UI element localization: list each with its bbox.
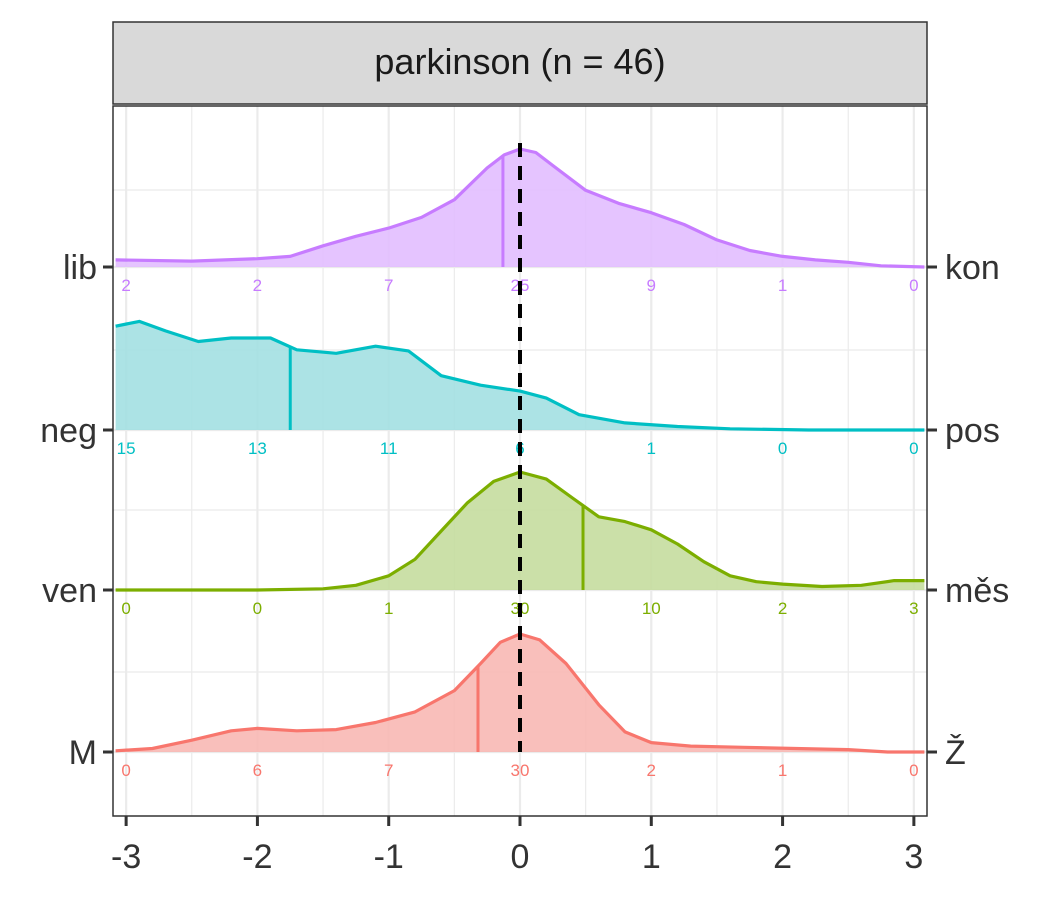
left-axis-label: ven <box>42 572 97 610</box>
count-label: 30 <box>511 761 530 780</box>
left-axis-label: lib <box>63 249 97 287</box>
x-tick-label: -2 <box>242 838 272 876</box>
facet-strip-title: parkinson (n = 46) <box>374 41 665 82</box>
density-line <box>115 147 925 269</box>
count-label: 0 <box>121 761 130 780</box>
facet-strip-background <box>112 21 928 105</box>
density-area <box>115 321 925 430</box>
facet-strip: parkinson (n = 46) <box>112 21 928 105</box>
count-label: 2 <box>778 599 787 618</box>
axes: lib kon neg pos ven měs M Ž -3 -2 -1 0 1 2 3 <box>40 249 1009 876</box>
right-axis-label: Ž <box>945 734 966 772</box>
count-label: 13 <box>248 439 267 458</box>
x-tick-label: 0 <box>511 838 530 876</box>
count-label: 7 <box>384 276 393 295</box>
count-label: 1 <box>778 276 787 295</box>
x-tick-label: -3 <box>111 838 141 876</box>
count-label: 1 <box>647 439 656 458</box>
count-label: 9 <box>647 276 656 295</box>
right-axis-label: pos <box>945 412 1000 450</box>
x-tick-label: 2 <box>773 838 792 876</box>
density-line <box>115 319 925 432</box>
series-m-z: 0 6 7 30 2 1 0 <box>115 632 925 780</box>
count-label: 10 <box>642 599 661 618</box>
count-label: 3 <box>909 599 918 618</box>
density-line <box>115 632 925 754</box>
density-area <box>115 149 925 267</box>
right-axis-label: měs <box>945 572 1009 610</box>
x-tick-label: 1 <box>642 838 661 876</box>
count-label: 7 <box>384 761 393 780</box>
density-area <box>115 634 925 752</box>
count-label: 2 <box>121 276 130 295</box>
count-label: 11 <box>380 439 398 458</box>
count-label: 6 <box>253 761 262 780</box>
density-line <box>115 470 925 592</box>
count-label: 0 <box>909 276 918 295</box>
count-label: 0 <box>253 599 262 618</box>
x-tick-label: 3 <box>904 838 923 876</box>
count-label: 15 <box>117 439 136 458</box>
count-label: 0 <box>909 439 918 458</box>
count-label: 2 <box>647 761 656 780</box>
count-label: 0 <box>121 599 130 618</box>
count-label: 0 <box>778 439 787 458</box>
count-label: 2 <box>253 276 262 295</box>
density-area <box>115 472 925 590</box>
left-axis-label: M <box>69 734 97 772</box>
left-axis-label: neg <box>40 412 97 450</box>
x-tick-label: -1 <box>374 838 404 876</box>
right-axis-label: kon <box>945 249 1000 287</box>
count-label: 1 <box>778 761 787 780</box>
count-label: 0 <box>909 761 918 780</box>
count-label: 1 <box>384 599 393 618</box>
